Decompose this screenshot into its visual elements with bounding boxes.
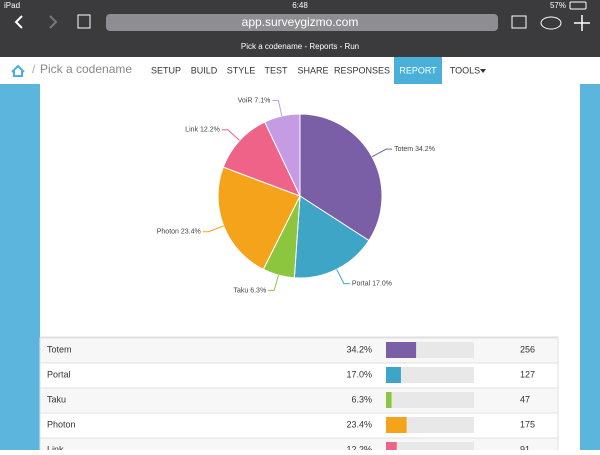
bar-track xyxy=(386,367,474,383)
slice-percent: 12.2% xyxy=(200,127,220,134)
slice-name: Portal xyxy=(352,280,371,287)
new-tab-button[interactable] xyxy=(574,15,590,31)
dropdown-arrow xyxy=(480,69,486,73)
time: 6:48 xyxy=(292,1,308,10)
slice-percent: 17.0% xyxy=(372,280,392,287)
bar-track xyxy=(386,392,474,408)
row-percent: 17.0% xyxy=(346,369,372,379)
slice-label: Taku 6.3% xyxy=(233,287,266,294)
slice-name: Totem xyxy=(394,146,413,153)
slice-name: Link xyxy=(185,127,198,134)
slice-name: Taku xyxy=(233,287,248,294)
table-row xyxy=(39,437,559,455)
pie-slice xyxy=(217,166,301,271)
nav-item[interactable]: STYLE xyxy=(227,65,256,75)
row-percent: 6.3% xyxy=(351,394,372,404)
slice-name: VoiR xyxy=(238,97,253,104)
forward-button[interactable] xyxy=(49,15,58,29)
leader-line xyxy=(268,274,279,292)
bar-track xyxy=(386,417,474,433)
table-row xyxy=(39,362,559,389)
row-count: 47 xyxy=(520,394,530,404)
slice-label: Link 12.2% xyxy=(185,127,220,134)
slice-label: VoiR 7.1% xyxy=(238,97,271,104)
row-count: 175 xyxy=(520,419,535,429)
battery-icon xyxy=(569,1,587,10)
breadcrumb[interactable]: Pick a codename xyxy=(40,62,132,76)
url: app.surveygizmo.com xyxy=(242,15,359,29)
row-percent: 12.2% xyxy=(346,444,372,450)
battery: 57% xyxy=(550,1,566,10)
leader-line xyxy=(371,148,393,158)
pie-slice xyxy=(264,113,301,197)
cloud-button[interactable] xyxy=(540,16,562,30)
bar xyxy=(386,367,401,383)
row-count: 256 xyxy=(520,344,535,354)
slice-percent: 6.3% xyxy=(250,287,266,294)
nav-item[interactable]: TEST xyxy=(264,65,288,75)
row-name: Totem xyxy=(47,344,72,354)
nav-active-bg xyxy=(394,57,442,84)
leader-line xyxy=(272,99,283,117)
leader-line xyxy=(202,225,224,233)
nav-item[interactable]: SHARE xyxy=(297,65,328,75)
nav-bar xyxy=(0,57,600,84)
slice-percent: 34.2% xyxy=(415,146,435,153)
row-name: Link xyxy=(47,444,64,450)
device: iPad xyxy=(4,1,20,10)
table-row xyxy=(39,337,559,364)
slice-name: Photon xyxy=(157,229,179,236)
bar-track xyxy=(386,442,474,455)
leader-line xyxy=(336,269,350,285)
bar xyxy=(386,342,417,358)
slice-percent: 23.4% xyxy=(181,229,201,236)
slice-label: Photon 23.4% xyxy=(157,229,201,236)
url-field[interactable] xyxy=(106,14,498,31)
row-name: Taku xyxy=(47,394,66,404)
home-icon[interactable] xyxy=(11,64,25,77)
row-count: 127 xyxy=(520,369,535,379)
row-count: 91 xyxy=(520,444,530,450)
bar xyxy=(386,417,407,433)
table-row xyxy=(39,387,559,414)
nav-item[interactable]: TOOLS xyxy=(450,65,480,75)
bar xyxy=(386,442,397,455)
row-percent: 34.2% xyxy=(346,344,372,354)
share-button[interactable] xyxy=(77,14,91,29)
nav-item[interactable]: BUILD xyxy=(191,65,218,75)
row-name: Portal xyxy=(47,369,71,379)
row-percent: 23.4% xyxy=(346,419,372,429)
pie-slice xyxy=(222,121,301,197)
back-button[interactable] xyxy=(14,15,23,29)
separator: / xyxy=(32,62,36,76)
tab-title: Pick a codename - Reports - Run xyxy=(241,42,359,51)
bar xyxy=(386,392,392,408)
nav-item[interactable]: SETUP xyxy=(151,65,181,75)
slice-percent: 7.1% xyxy=(254,97,270,104)
pie-slice xyxy=(293,195,370,279)
bookmarks-button[interactable] xyxy=(511,15,527,29)
slice-label: Totem 34.2% xyxy=(394,146,435,153)
slice-label: Portal 17.0% xyxy=(352,280,392,287)
row-name: Photon xyxy=(47,419,76,429)
leader-line xyxy=(221,129,240,141)
nav-item[interactable]: REPORT xyxy=(399,65,437,75)
table-row xyxy=(39,412,559,439)
nav-item[interactable]: RESPONSES xyxy=(334,65,390,75)
